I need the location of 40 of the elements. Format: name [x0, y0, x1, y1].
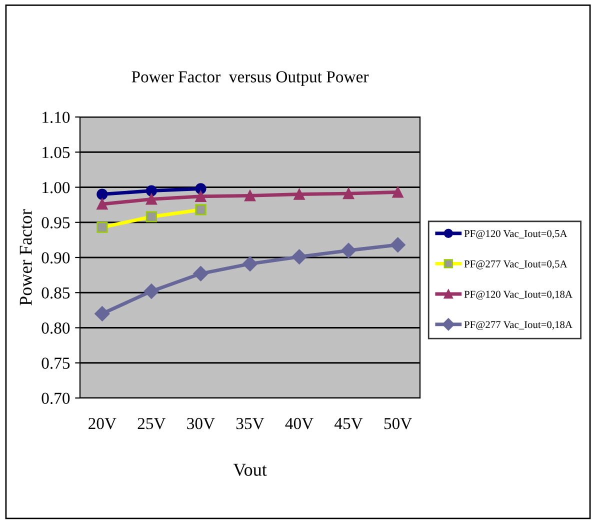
x-tick-label: 20V — [88, 418, 116, 430]
legend-label: PF@277 Vac_Iout=0,5A — [464, 260, 568, 270]
legend-label: PF@120 Vac_Iout=0,18A — [464, 290, 572, 300]
x-tick-label: 25V — [138, 418, 166, 430]
point — [144, 284, 160, 299]
point — [193, 266, 208, 282]
chart-title: Power Factor versus Output Power — [132, 71, 369, 86]
point — [390, 237, 406, 252]
y-axis-title: Power Factor — [20, 209, 32, 306]
y-tick-label: 0.80 — [42, 322, 70, 334]
point — [146, 185, 158, 196]
y-tick-label: 0.90 — [42, 252, 70, 264]
point — [146, 194, 158, 205]
y-tick-label: 1.10 — [42, 112, 70, 124]
y-tick-label: 1.05 — [42, 146, 70, 158]
y-tick-label: 0.95 — [42, 217, 70, 228]
point — [96, 188, 108, 200]
x-tick-label: 50V — [384, 418, 412, 430]
legend-label: PF@120 Vac_Iout=0,5A — [464, 230, 568, 239]
x-axis-title: Vout — [233, 464, 267, 476]
point — [94, 306, 110, 322]
x-tick-label: 40V — [285, 418, 314, 430]
point — [342, 188, 354, 200]
point — [96, 198, 108, 210]
point — [340, 242, 356, 258]
x-tick-label: 30V — [187, 418, 215, 430]
legend-label: PF@277 Vac_Iout=0,18A — [464, 321, 572, 330]
point — [294, 188, 305, 200]
point — [392, 186, 404, 198]
x-tick-label: 45V — [334, 418, 363, 430]
point — [244, 190, 256, 202]
point — [242, 256, 258, 272]
x-tick-label: 35V — [236, 418, 264, 430]
y-tick-label: 0.85 — [42, 287, 70, 299]
y-tick-label: 0.70 — [42, 392, 70, 404]
point — [195, 190, 206, 202]
point — [195, 183, 206, 194]
point — [292, 249, 307, 264]
y-tick-label: 0.75 — [42, 358, 70, 369]
y-tick-label: 1.00 — [42, 182, 70, 194]
